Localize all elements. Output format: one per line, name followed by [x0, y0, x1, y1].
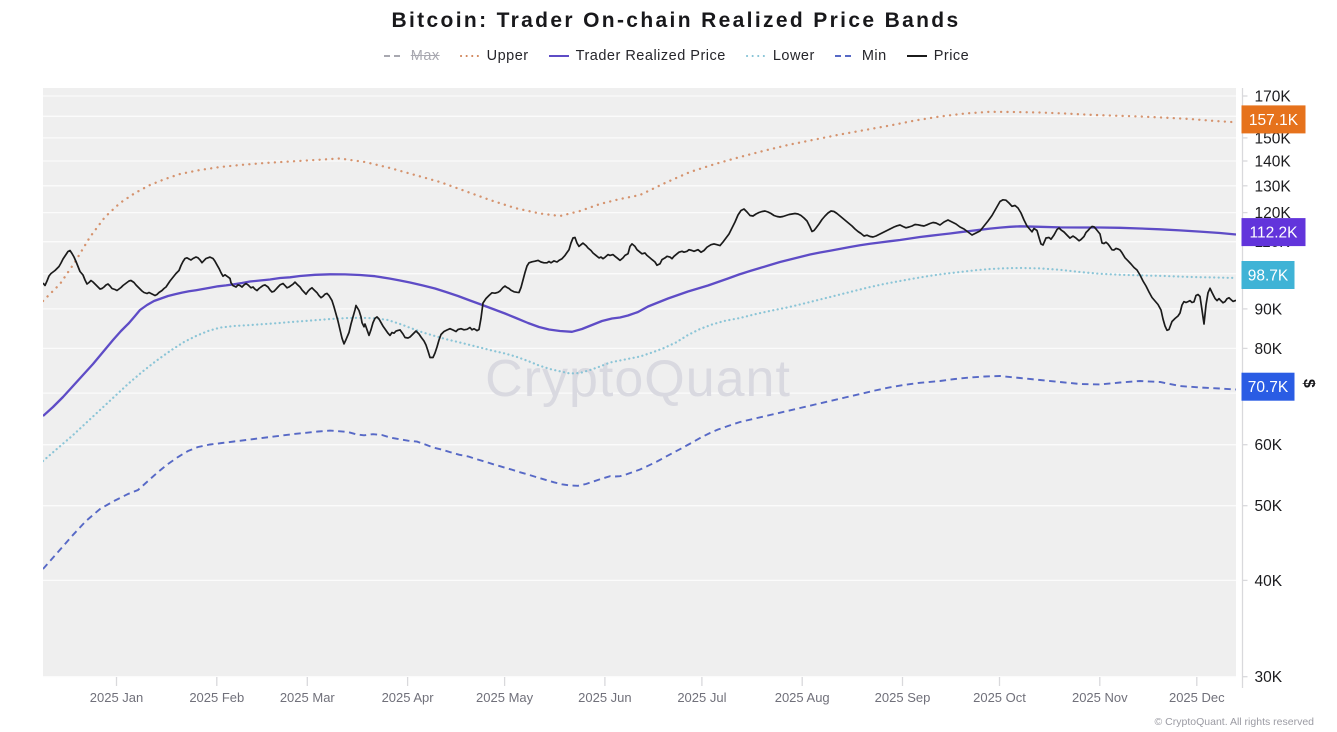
- svg-text:2025 Aug: 2025 Aug: [775, 690, 830, 705]
- svg-text:170K: 170K: [1255, 89, 1292, 106]
- svg-text:80K: 80K: [1255, 341, 1283, 358]
- svg-text:150K: 150K: [1255, 130, 1292, 147]
- svg-text:$: $: [1300, 379, 1317, 388]
- svg-text:2025 Feb: 2025 Feb: [189, 690, 244, 705]
- svg-text:98.7K: 98.7K: [1248, 268, 1289, 285]
- svg-text:2025 Oct: 2025 Oct: [973, 690, 1026, 705]
- svg-text:2025 Mar: 2025 Mar: [280, 690, 336, 705]
- svg-text:70.7K: 70.7K: [1248, 379, 1289, 396]
- svg-text:© CryptoQuant. All rights rese: © CryptoQuant. All rights reserved: [1155, 716, 1315, 728]
- svg-text:157.1K: 157.1K: [1249, 112, 1299, 129]
- svg-text:40K: 40K: [1255, 573, 1283, 590]
- svg-text:2025 Jul: 2025 Jul: [677, 690, 726, 705]
- svg-text:112.2K: 112.2K: [1250, 225, 1299, 242]
- svg-text:2025 Sep: 2025 Sep: [875, 690, 931, 705]
- svg-text:30K: 30K: [1255, 669, 1283, 686]
- svg-text:2025 Dec: 2025 Dec: [1169, 690, 1225, 705]
- svg-text:60K: 60K: [1255, 437, 1283, 454]
- svg-text:130K: 130K: [1255, 178, 1292, 195]
- svg-text:2025 Jun: 2025 Jun: [578, 690, 632, 705]
- svg-text:2025 Apr: 2025 Apr: [382, 690, 435, 705]
- svg-text:CryptoQuant: CryptoQuant: [485, 350, 791, 408]
- svg-text:2025 Jan: 2025 Jan: [90, 690, 144, 705]
- svg-text:140K: 140K: [1255, 154, 1292, 171]
- svg-text:90K: 90K: [1255, 301, 1283, 318]
- svg-text:2025 May: 2025 May: [476, 690, 534, 705]
- svg-text:120K: 120K: [1255, 205, 1292, 222]
- svg-text:2025 Nov: 2025 Nov: [1072, 690, 1128, 705]
- svg-text:50K: 50K: [1255, 498, 1283, 515]
